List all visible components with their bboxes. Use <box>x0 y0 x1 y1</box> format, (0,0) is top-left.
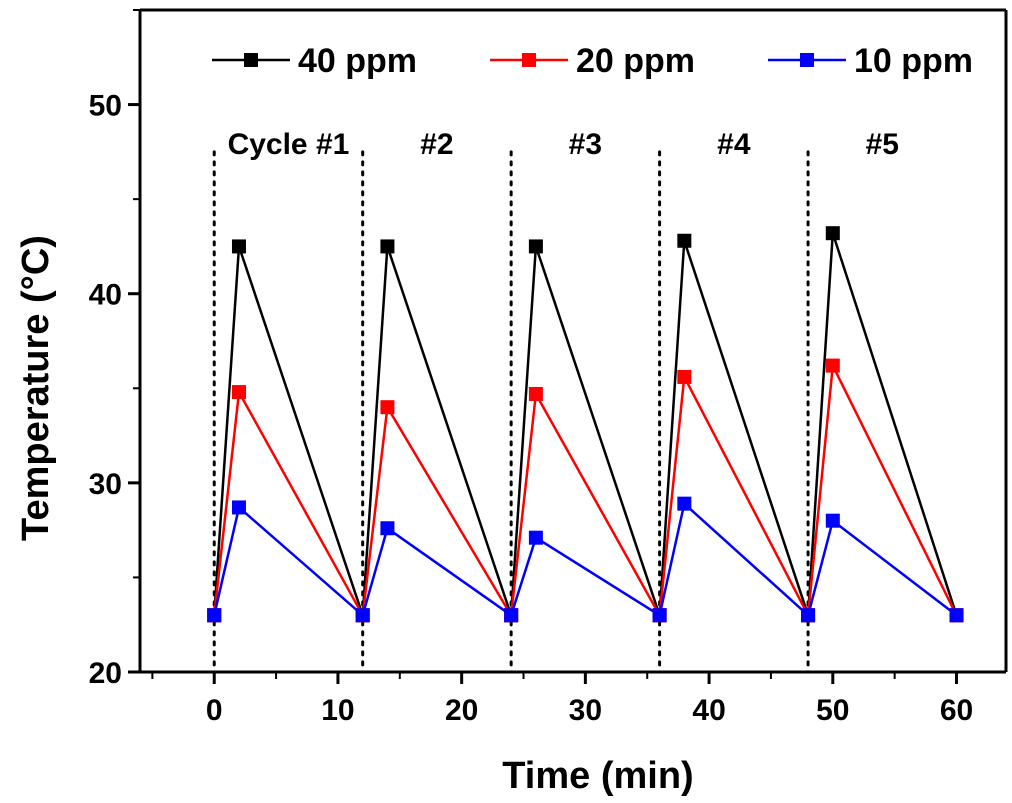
cycle-annotation: #4 <box>717 128 751 161</box>
data-point <box>677 496 692 511</box>
legend-label: 40 ppm <box>298 42 417 80</box>
data-point <box>528 530 543 545</box>
series-40-ppm <box>207 226 964 623</box>
data-point <box>231 239 246 254</box>
data-point <box>677 369 692 384</box>
legend-marker <box>522 53 536 67</box>
data-point <box>504 608 519 623</box>
y-tick-label: 30 <box>89 468 122 501</box>
x-axis: 0 10 20 30 40 50 60 <box>151 672 973 727</box>
legend-item: 40 ppm <box>212 42 417 80</box>
x-tick-label: 0 <box>206 694 223 727</box>
legend-label: 10 ppm <box>854 42 973 80</box>
legend-marker <box>800 53 814 67</box>
series-line <box>212 232 958 616</box>
cycle-annotation: #2 <box>420 128 453 161</box>
x-tick-label: 40 <box>692 694 725 727</box>
series-10-ppm <box>207 496 964 623</box>
y-axis: 20 30 40 50 <box>89 9 140 690</box>
data-point <box>677 233 692 248</box>
plot-frame <box>138 8 1008 674</box>
data-point <box>652 608 667 623</box>
legend: 40 ppm 20 ppm 10 ppm <box>212 42 973 80</box>
y-tick-label: 20 <box>89 657 122 690</box>
cycle-annotation: #3 <box>569 128 602 161</box>
legend-item: 10 ppm <box>768 42 973 80</box>
x-tick-label: 50 <box>816 694 849 727</box>
cycle-annotation: Cycle #1 <box>228 128 350 161</box>
legend-item: 20 ppm <box>490 42 695 80</box>
data-point <box>207 608 222 623</box>
x-tick-label: 10 <box>321 694 354 727</box>
data-point <box>380 400 395 415</box>
data-point <box>825 226 840 241</box>
data-point <box>380 521 395 536</box>
data-point <box>949 608 964 623</box>
data-point <box>825 513 840 528</box>
x-tick-label: 30 <box>569 694 602 727</box>
y-tick-label: 40 <box>89 279 122 312</box>
cycle-annotations: Cycle #1 #2 #3 #4 #5 <box>228 128 899 161</box>
cycle-annotation: #5 <box>866 128 899 161</box>
data-point <box>380 239 395 254</box>
series-line <box>212 361 958 620</box>
x-tick-label: 60 <box>940 694 973 727</box>
series-layer <box>207 226 964 623</box>
legend-label: 20 ppm <box>576 42 695 80</box>
data-point <box>528 386 543 401</box>
data-point <box>801 608 816 623</box>
cycle-divider-lines <box>212 150 810 674</box>
data-point <box>231 385 246 400</box>
x-tick-label: 20 <box>445 694 478 727</box>
series-line <box>212 501 958 618</box>
x-axis-title: Time (min) <box>502 755 693 797</box>
data-point <box>231 500 246 515</box>
data-point <box>528 239 543 254</box>
legend-marker <box>244 53 258 67</box>
y-tick-label: 50 <box>89 90 122 123</box>
y-axis-title: Temperature (°C) <box>15 235 57 541</box>
data-point <box>355 608 370 623</box>
data-point <box>825 358 840 373</box>
